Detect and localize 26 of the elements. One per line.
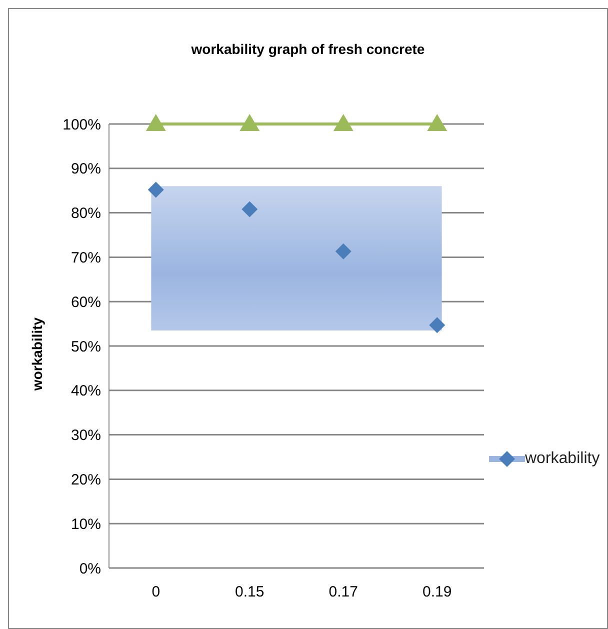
y-tick-label: 30%: [70, 427, 101, 444]
y-tick-label: 50%: [70, 338, 101, 356]
x-tick-label: 0.15: [235, 584, 264, 601]
x-tick-label: 0: [152, 584, 160, 601]
point: [427, 114, 448, 131]
y-tick-label: 90%: [70, 160, 101, 178]
point: [146, 114, 166, 131]
point: [333, 114, 354, 131]
y-tick-label: 20%: [70, 472, 101, 489]
legend-label: workability: [525, 449, 600, 469]
y-tick-label: 70%: [70, 250, 101, 267]
chart-title: workability graph of fresh concrete: [190, 41, 426, 57]
y-tick-label: 10%: [70, 516, 101, 533]
point: [429, 317, 446, 334]
y-tick-label: 80%: [70, 205, 101, 222]
point: [242, 201, 258, 218]
y-axis-title: workability: [29, 317, 45, 391]
x-tick-label: 0.19: [422, 584, 452, 601]
point: [240, 114, 260, 131]
y-tick-label: 0%: [79, 560, 101, 578]
y-tick-label: 100%: [62, 116, 101, 134]
point: [335, 243, 352, 260]
x-tick-label: 0.17: [328, 584, 358, 601]
point: [148, 182, 164, 198]
y-tick-label: 40%: [70, 382, 101, 400]
y-tick-label: 60%: [70, 294, 101, 311]
